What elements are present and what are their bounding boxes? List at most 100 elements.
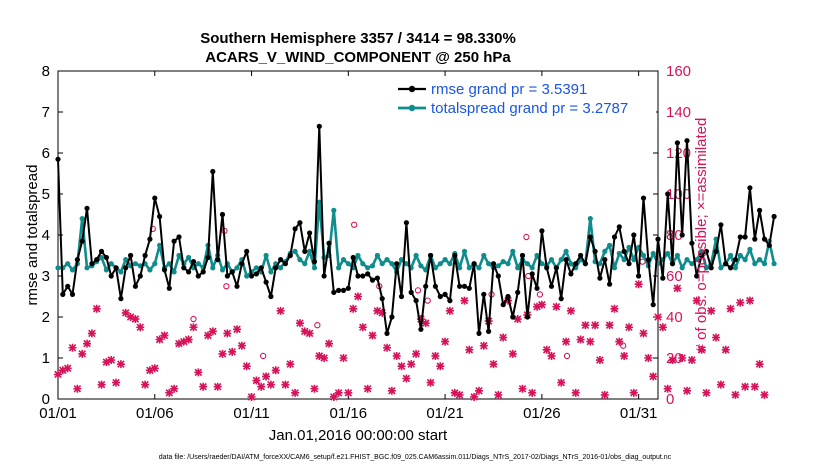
rmse-point <box>486 328 492 334</box>
spread-point <box>737 252 743 259</box>
obs-assimilated-marker <box>383 343 392 352</box>
spread-point <box>558 257 564 263</box>
obs-assimilated-marker <box>745 296 754 305</box>
rmse-point <box>253 271 259 277</box>
spread-point <box>524 261 531 267</box>
spread-point <box>539 261 545 267</box>
rmse-point <box>548 283 555 289</box>
rmse-point <box>176 234 182 240</box>
obs-assimilated-marker <box>281 380 290 389</box>
obs-assimilated-marker <box>213 382 222 391</box>
spread-point <box>389 261 395 267</box>
obs-assimilated-marker <box>184 335 193 344</box>
obs-assimilated-marker <box>233 325 242 334</box>
y-tick-label: 0 <box>42 391 50 408</box>
spread-point <box>728 252 734 259</box>
rmse-point <box>297 220 303 226</box>
spread-point <box>616 250 622 257</box>
obs-assimilated-marker <box>271 366 280 375</box>
rmse-point <box>611 234 618 240</box>
rmse-point <box>268 293 274 300</box>
rmse-point <box>413 298 419 304</box>
rmse-point <box>684 138 690 144</box>
obs-assimilated-marker <box>199 382 208 391</box>
spread-point <box>640 252 647 259</box>
obs-assimilated-marker <box>566 306 575 315</box>
rmse-point <box>282 261 288 267</box>
rmse-point <box>229 269 235 275</box>
obs-assimilated-marker <box>165 388 174 397</box>
rmse-point <box>515 289 521 295</box>
y-right-tick-label: 140 <box>666 104 691 121</box>
obs-assimilated-marker <box>247 392 256 401</box>
spread-point <box>500 259 506 265</box>
y-axis-ticks: 0 1 2 3 4 5 6 7 8 <box>42 63 63 408</box>
obs-assimilated-marker <box>320 354 329 362</box>
y-tick-label: 5 <box>42 186 50 203</box>
rmse-point <box>234 283 240 289</box>
y-tick-label: 3 <box>42 268 50 285</box>
obs-assimilated-marker <box>687 356 696 365</box>
obs-possible-marker <box>314 322 321 329</box>
obs-assimilated-marker <box>581 321 590 330</box>
spread-point <box>568 261 574 267</box>
rmse-point <box>592 248 598 254</box>
obs-assimilated-marker <box>750 382 759 391</box>
rmse-point <box>747 185 753 191</box>
plot-area <box>57 70 659 400</box>
obs-assimilated-marker <box>421 319 430 328</box>
obs-assimilated-marker <box>605 321 614 330</box>
obs-assimilated-marker <box>136 323 145 332</box>
rmse-point <box>142 252 148 259</box>
obs-assimilated-marker <box>441 337 450 346</box>
obs-possible-marker <box>620 342 627 349</box>
obs-possible-marker <box>523 233 530 241</box>
spread-point <box>171 269 177 275</box>
x-axis-ticks: 01/01 01/06 01/11 01/16 01/21 01/26 01/31 <box>39 71 657 422</box>
obs-assimilated-marker <box>73 384 82 393</box>
obs-assimilated-marker <box>760 390 769 399</box>
rmse-point <box>660 275 666 281</box>
obs-assimilated-marker <box>170 384 179 393</box>
spread-point <box>166 261 172 267</box>
x-tick-label: 01/06 <box>136 405 174 422</box>
obs-assimilated-marker <box>731 390 740 399</box>
spread-point <box>297 257 303 263</box>
obs-assimilated-marker <box>712 333 721 342</box>
rmse-point <box>640 195 647 201</box>
spread-point <box>505 261 511 267</box>
obs-possible-marker <box>414 287 422 294</box>
rmse-point <box>350 254 356 261</box>
spread-point <box>79 216 85 222</box>
obs-assimilated-marker <box>242 362 251 371</box>
rmse-point <box>219 211 226 218</box>
rmse-point <box>674 140 681 146</box>
obs-assimilated-marker <box>460 296 469 305</box>
obs-assimilated-marker <box>300 327 309 336</box>
rmse-point <box>553 265 560 271</box>
rmse-point <box>626 261 632 267</box>
rmse-point <box>534 285 540 291</box>
rmse-point <box>689 240 695 246</box>
obs-assimilated-marker <box>402 374 411 383</box>
rmse-point <box>631 232 637 238</box>
spread-point <box>336 265 342 271</box>
obs-assimilated-marker <box>155 335 164 344</box>
obs-assimilated-marker <box>344 388 353 397</box>
rmse-point <box>316 123 322 129</box>
chart-subtitle: ACARS_V_WIND_COMPONENT @ 250 hPa <box>205 49 511 66</box>
rmse-point <box>123 265 129 271</box>
rmse-point <box>698 252 705 259</box>
spread-point <box>418 263 424 269</box>
rmse-point <box>500 302 506 308</box>
spread-point <box>587 216 593 222</box>
legend: rmse grand pr = 3.5391 totalspread grand… <box>393 78 656 118</box>
y-right-tick-label: 40 <box>666 309 683 326</box>
obs-assimilated-marker <box>68 343 77 352</box>
rmse-point <box>108 273 114 279</box>
rmse-point <box>171 238 177 244</box>
spread-point <box>752 261 758 267</box>
spread-point <box>510 248 516 254</box>
rmse-point <box>558 296 564 302</box>
